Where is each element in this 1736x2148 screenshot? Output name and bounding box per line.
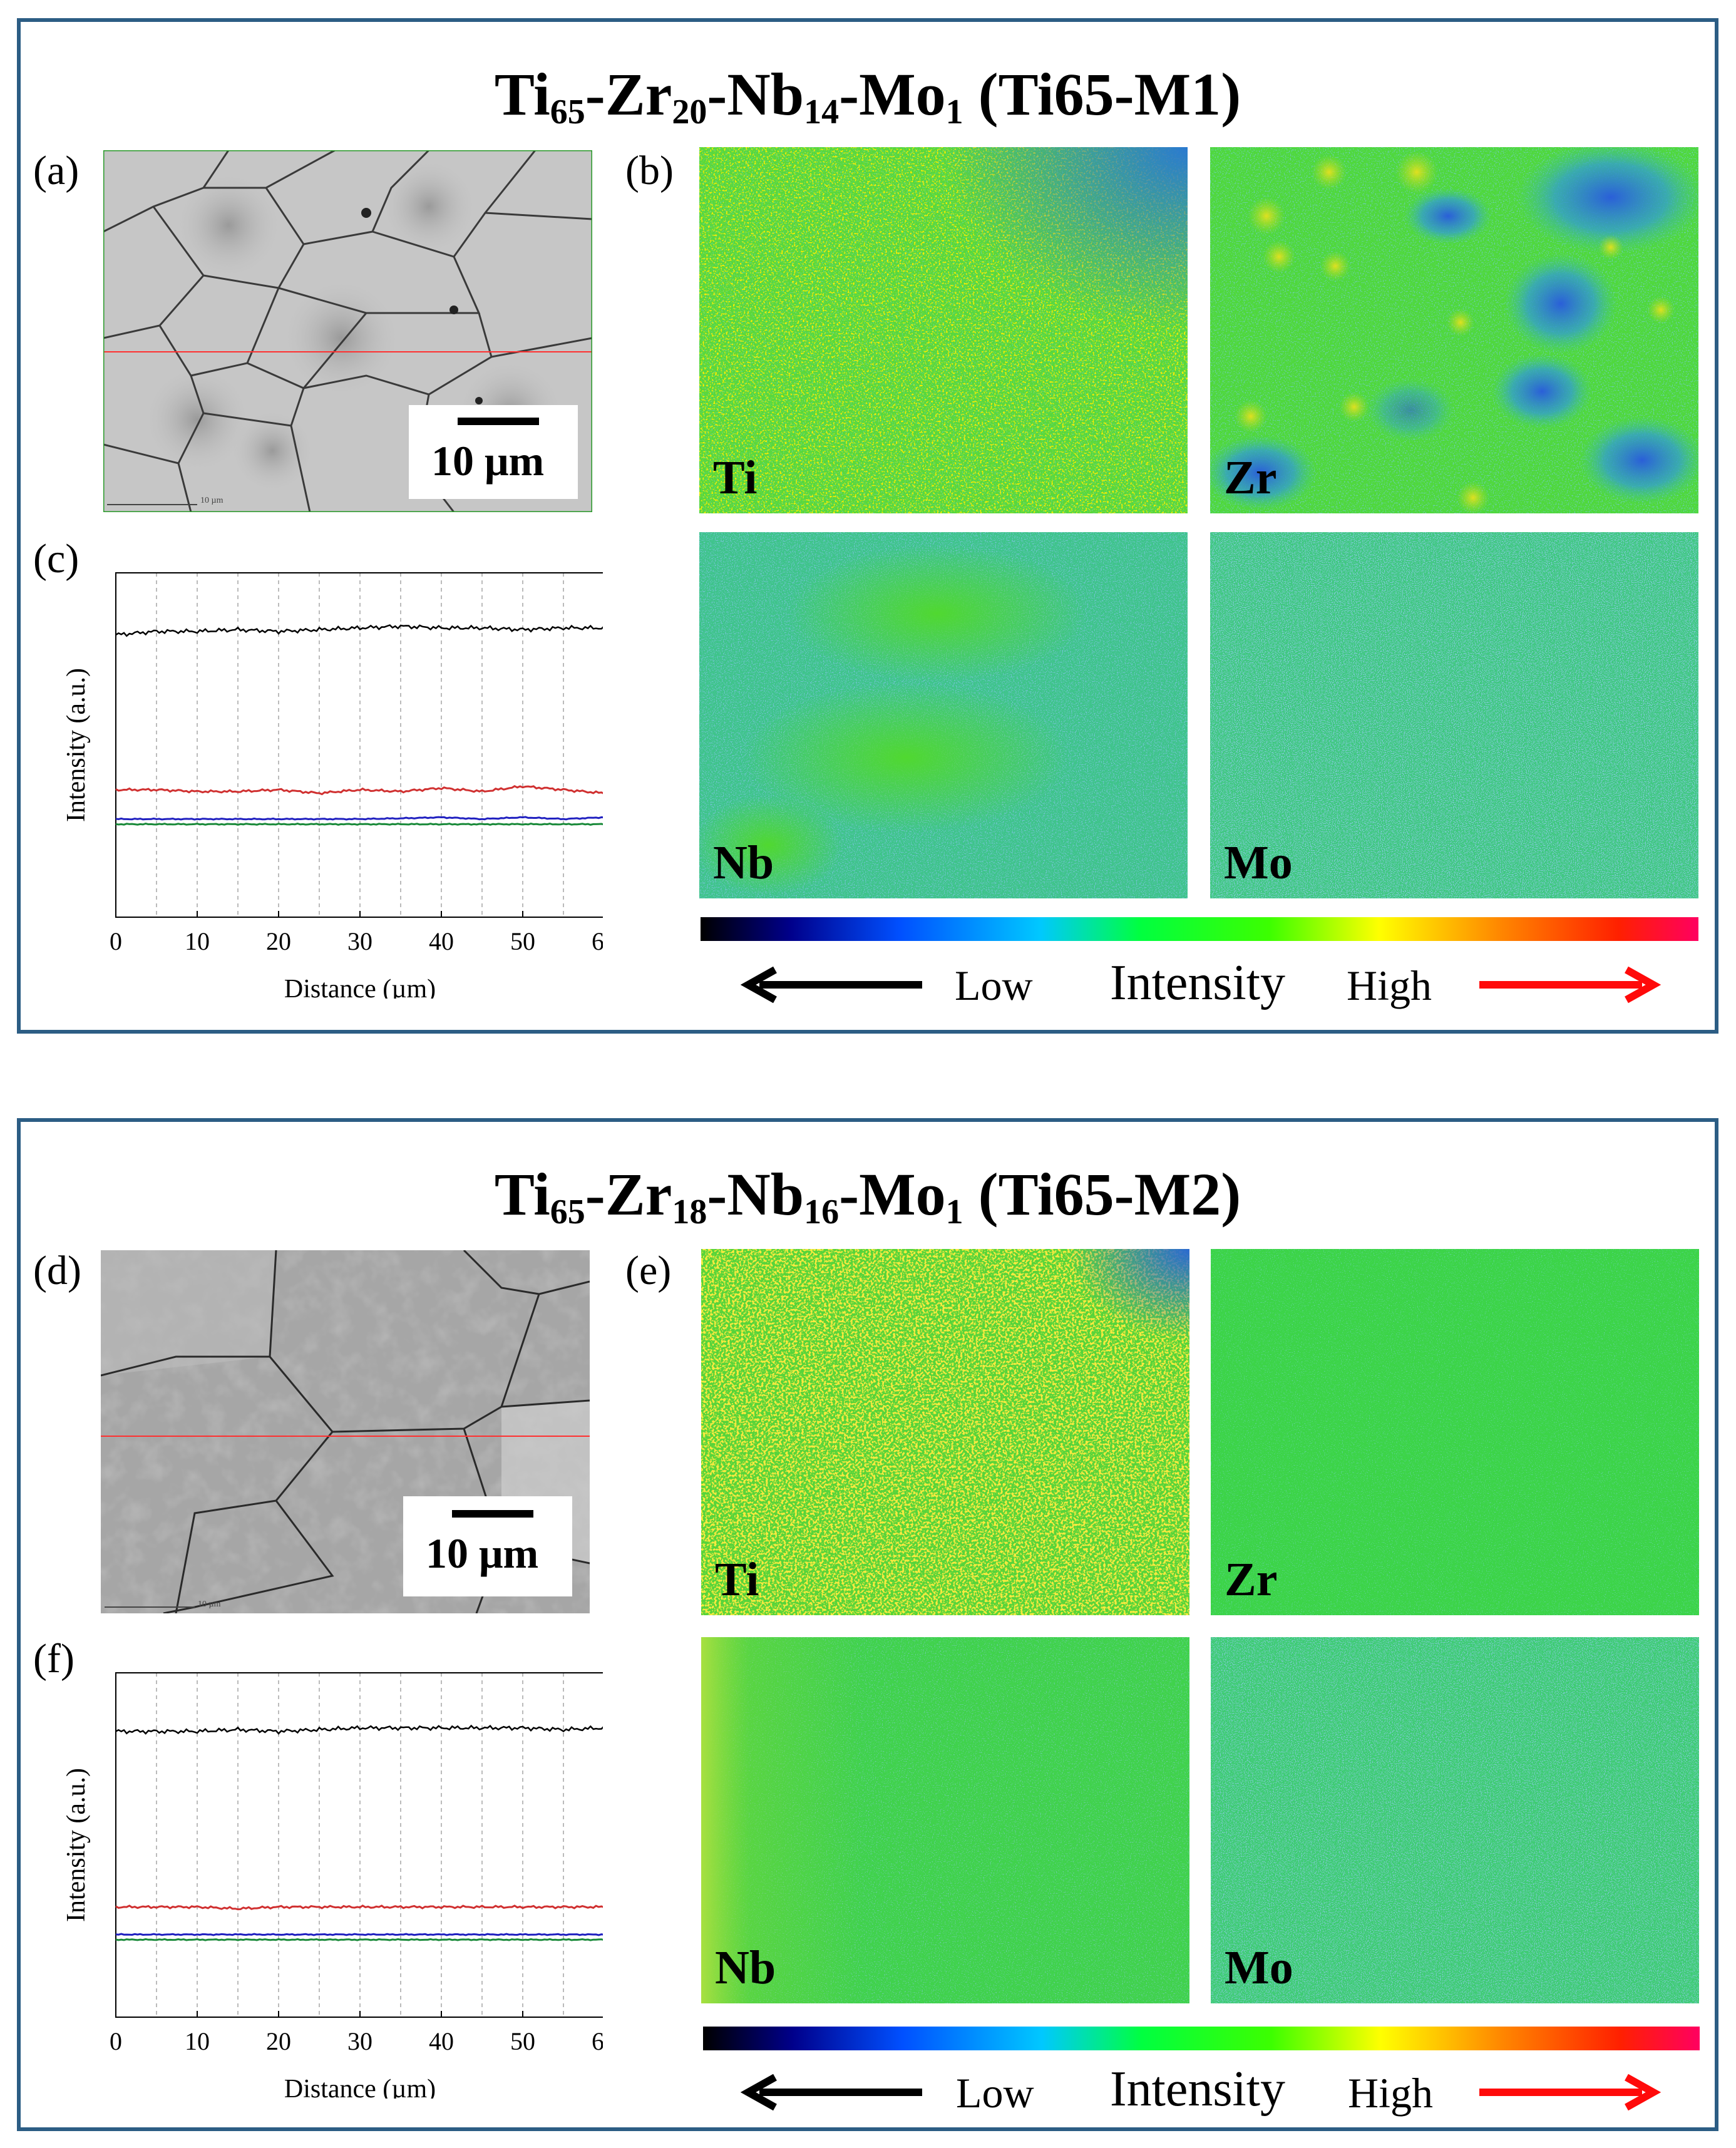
sem-tiny-scale-label: 10 µm — [200, 496, 223, 505]
intensity-colorbar — [703, 2027, 1700, 2050]
eds-map-mo: Mo — [1211, 1637, 1699, 2003]
panel-title: Ti65-Zr20-Nb14-Mo1 (Ti65-M1) — [494, 61, 1241, 131]
sem-micrograph: 10 µm 10 μm — [103, 150, 592, 512]
sem-micrograph: 10 µm 10 μm — [101, 1250, 590, 1613]
grain-boundaries — [101, 1250, 590, 1613]
x-tick-label: 0 — [110, 927, 122, 955]
legend-high: High — [1347, 962, 1432, 1009]
map-texture — [1210, 532, 1698, 898]
eds-map-ti: Ti — [701, 1249, 1189, 1615]
x-tick-label: 50 — [510, 2027, 535, 2055]
x-axis-label: Distance (µm) — [284, 2075, 436, 2099]
eds-map-zr: Zr — [1211, 1249, 1699, 1615]
intensity-colorbar — [701, 917, 1698, 941]
panel-ti65-m1: Ti65-Zr20-Nb14-Mo1 (Ti65-M1) (a) (b) (c) — [17, 18, 1718, 1034]
x-tick-label: 60 — [592, 2027, 603, 2055]
element-label-zr: Zr — [1225, 1553, 1278, 1606]
eds-map-nb: Nb — [701, 1637, 1189, 2003]
series-line-mo — [115, 823, 603, 826]
scale-bar — [458, 418, 539, 425]
map-texture — [1210, 147, 1698, 513]
label-a: (a) — [33, 148, 80, 193]
arrow-left-icon — [741, 966, 922, 1004]
map-texture — [699, 147, 1188, 513]
x-tick-label: 20 — [266, 2027, 291, 2055]
arrow-left-icon — [741, 2073, 922, 2111]
eds-map-mo: Mo — [1210, 532, 1698, 898]
element-label-nb: Nb — [715, 1941, 776, 1994]
x-axis-label: Distance (µm) — [284, 975, 436, 999]
series-line-zr — [115, 1904, 603, 1911]
label-c: (c) — [33, 536, 80, 582]
element-label-mo: Mo — [1224, 836, 1293, 889]
eds-map-zr: Zr — [1210, 147, 1698, 513]
element-label-mo: Mo — [1225, 1941, 1293, 1994]
series-line-zr — [115, 784, 603, 796]
linescan-chart: 0 10 20 30 40 50 60 Distance (µm) Intensity (a.u… — [62, 572, 603, 999]
scale-bar — [452, 1510, 533, 1518]
x-tick-label: 30 — [347, 927, 372, 955]
x-tick-label: 10 — [185, 927, 210, 955]
series-line-mo — [115, 1938, 603, 1941]
legend-high: High — [1348, 2069, 1433, 2117]
x-tick-label: 20 — [266, 927, 291, 955]
map-texture — [1211, 1249, 1699, 1615]
arrow-right-icon — [1479, 966, 1661, 1004]
x-tick-label: 40 — [429, 927, 454, 955]
x-tick-label: 0 — [110, 2027, 122, 2055]
panel-ti65-m2: Ti65-Zr18-Nb16-Mo1 (Ti65-M2) (d) (e) (f) — [17, 1118, 1718, 2131]
x-tick-label: 50 — [510, 927, 535, 955]
plot-frame — [115, 572, 603, 918]
map-texture — [701, 1637, 1189, 2003]
y-axis-label: Intensity (a.u.) — [62, 668, 91, 822]
linescan-chart: 0 10 20 30 40 50 60 Distance (µm) Intensity (a.u… — [62, 1672, 603, 2099]
legend-intensity: Intensity — [1110, 2062, 1285, 2117]
scale-bar-box: 10 μm — [403, 1496, 572, 1596]
scale-bar-label: 10 μm — [426, 1529, 539, 1577]
y-axis-label: Intensity (a.u.) — [62, 1768, 91, 1922]
x-tick-label: 40 — [429, 2027, 454, 2055]
arrow-right-icon — [1479, 2073, 1661, 2111]
element-label-nb: Nb — [713, 836, 774, 889]
label-b: (b) — [625, 148, 674, 193]
legend-low: Low — [956, 2069, 1034, 2117]
x-tick-label: 60 — [592, 927, 603, 955]
map-texture — [701, 1249, 1189, 1615]
scale-bar-label: 10 μm — [431, 437, 545, 485]
eds-map-nb: Nb — [699, 532, 1188, 898]
label-e: (e) — [625, 1248, 672, 1293]
series-line-nb — [115, 816, 603, 821]
series-line-nb — [115, 1933, 603, 1936]
scale-bar-box: 10 μm — [409, 405, 578, 499]
plot-frame — [115, 1672, 603, 2018]
legend-intensity: Intensity — [1110, 955, 1285, 1010]
map-texture — [1211, 1637, 1699, 2003]
series-line-ti — [115, 1724, 603, 1735]
map-texture — [699, 532, 1188, 898]
label-d: (d) — [33, 1248, 81, 1293]
series-line-ti — [115, 624, 603, 637]
legend-low: Low — [955, 962, 1033, 1009]
sem-tiny-scale-label: 10 µm — [198, 1600, 221, 1609]
element-label-zr: Zr — [1224, 451, 1277, 504]
eds-map-ti: Ti — [699, 147, 1188, 513]
x-tick-label: 10 — [185, 2027, 210, 2055]
label-f: (f) — [33, 1636, 74, 1682]
panel-title: Ti65-Zr18-Nb16-Mo1 (Ti65-M2) — [494, 1161, 1241, 1231]
element-label-ti: Ti — [715, 1553, 759, 1606]
element-label-ti: Ti — [713, 451, 758, 504]
x-tick-label: 30 — [347, 2027, 372, 2055]
